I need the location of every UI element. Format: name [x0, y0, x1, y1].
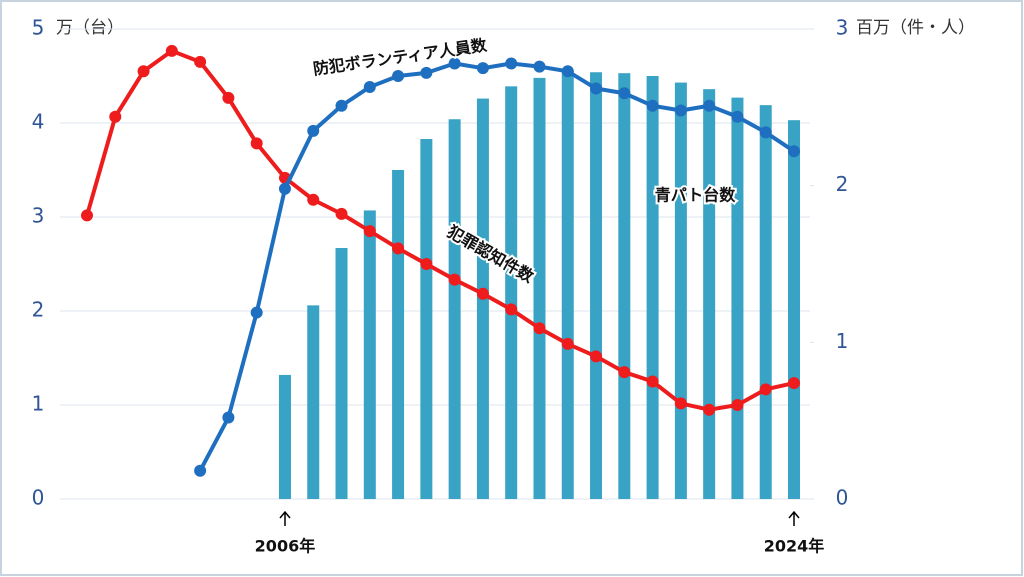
- arrow: [788, 510, 800, 526]
- y2-tick-label: 3: [836, 16, 849, 40]
- point: [759, 383, 772, 396]
- point: [731, 399, 744, 411]
- y-tick-label: 2: [32, 298, 45, 322]
- bar: [335, 248, 348, 499]
- point: [788, 377, 800, 390]
- bar: [788, 120, 800, 500]
- point: [363, 225, 376, 238]
- y2-tick-label: 0: [836, 486, 849, 510]
- y-axis-label: 万（台）: [56, 18, 124, 38]
- point: [420, 66, 433, 79]
- point: [222, 411, 235, 424]
- bar: [618, 73, 631, 500]
- point: [618, 366, 631, 379]
- point: [759, 126, 772, 139]
- point: [278, 182, 291, 195]
- bar: [448, 119, 461, 500]
- point: [476, 287, 489, 300]
- point: [505, 57, 518, 70]
- point: [533, 60, 546, 73]
- series-label: 青パト台数: [655, 186, 736, 205]
- point: [420, 258, 433, 270]
- point: [448, 57, 461, 70]
- point: [505, 303, 518, 316]
- y2-tick-label: 2: [836, 172, 849, 196]
- point: [335, 99, 348, 112]
- bar: [731, 97, 744, 500]
- bar: [590, 72, 603, 500]
- y-tick-label: 3: [32, 204, 45, 228]
- point: [392, 242, 405, 255]
- point: [307, 193, 320, 206]
- point: [250, 137, 263, 150]
- line: [198, 61, 796, 472]
- point: [561, 65, 574, 78]
- point: [618, 87, 631, 100]
- point: [590, 350, 603, 363]
- bar: [533, 77, 546, 499]
- y2-tick-label: 1: [836, 329, 849, 353]
- point: [307, 124, 320, 137]
- y-tick-label: 5: [32, 16, 45, 40]
- point: [222, 91, 235, 104]
- point: [703, 403, 716, 416]
- x-tick-label: 2024年: [764, 537, 825, 556]
- point: [137, 65, 150, 78]
- point: [392, 70, 405, 82]
- point: [703, 99, 716, 112]
- point: [194, 464, 207, 477]
- bar: [278, 374, 291, 499]
- point: [250, 306, 263, 319]
- bar: [392, 170, 405, 499]
- point: [646, 375, 659, 388]
- point: [81, 209, 93, 222]
- bar: [646, 76, 659, 499]
- point: [674, 397, 687, 410]
- point: [731, 110, 744, 123]
- bar: [307, 305, 320, 499]
- point: [476, 62, 489, 75]
- bar: [759, 105, 772, 499]
- point: [363, 80, 376, 93]
- y2-axis-label: 百万（件・人）: [856, 18, 975, 38]
- y-tick-label: 0: [32, 486, 45, 510]
- point: [674, 104, 687, 117]
- bar: [505, 86, 518, 499]
- point: [646, 99, 659, 112]
- point: [533, 322, 546, 335]
- point: [165, 44, 178, 57]
- y-tick-label: 1: [32, 392, 45, 416]
- x-tick-label: 2006年: [255, 537, 316, 556]
- bar: [703, 89, 716, 499]
- y-tick-label: 4: [32, 110, 45, 134]
- arrow: [279, 510, 291, 526]
- point: [788, 145, 800, 158]
- point: [109, 110, 122, 123]
- point: [194, 55, 207, 68]
- bar: [561, 70, 574, 500]
- point: [335, 207, 348, 220]
- bar: [674, 82, 687, 499]
- point: [561, 337, 574, 350]
- bar: [420, 138, 433, 500]
- point: [590, 82, 603, 95]
- point: [448, 273, 461, 286]
- arrows: [279, 510, 800, 526]
- bar: [363, 210, 376, 500]
